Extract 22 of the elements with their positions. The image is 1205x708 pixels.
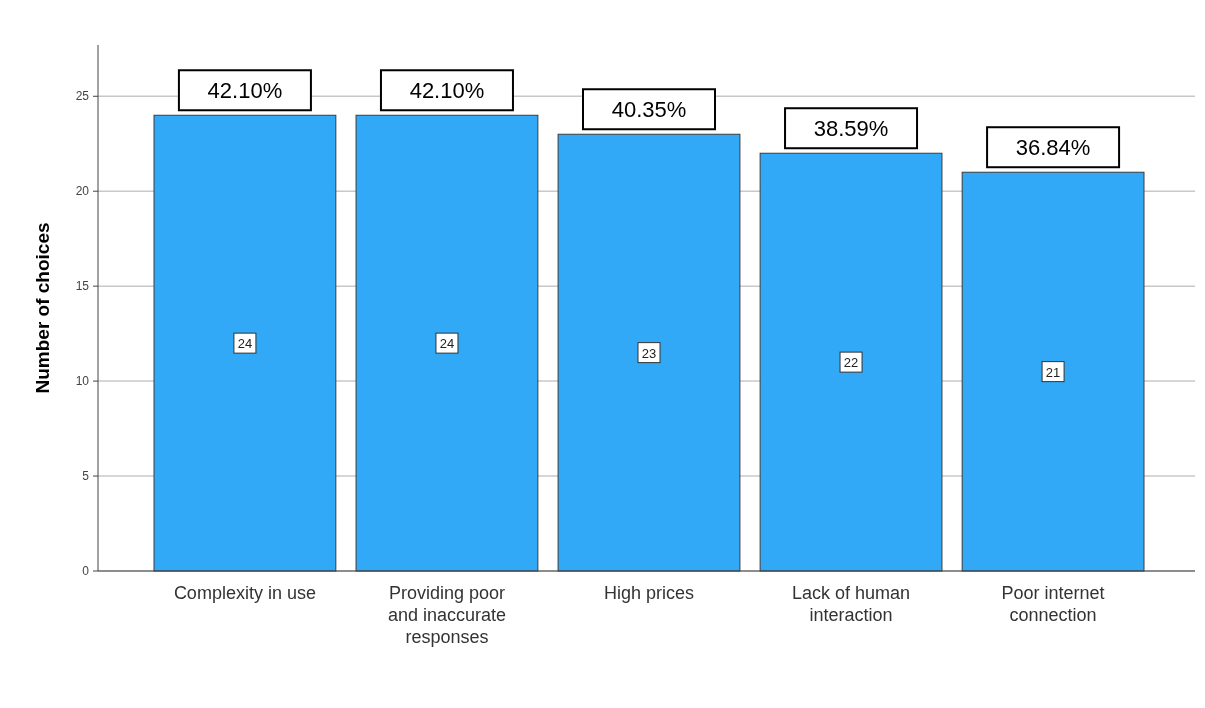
y-tick-label: 15 <box>75 279 90 294</box>
data-label: 24 <box>439 336 455 352</box>
annotation: 42.10% <box>207 78 283 104</box>
y-tick-label: 25 <box>75 89 90 104</box>
annotation: 38.59% <box>813 116 889 142</box>
annotation: 42.10% <box>409 78 485 104</box>
x-tick-label: Providing poor and inaccurate responses <box>387 583 507 647</box>
x-tick-label: Poor internet connection <box>1001 583 1105 625</box>
y-tick-label: 20 <box>75 184 90 199</box>
x-tick-label: High prices <box>603 583 695 603</box>
y-tick-label: 10 <box>75 374 90 389</box>
data-label: 22 <box>843 355 859 371</box>
y-tick-label: 0 <box>82 564 90 578</box>
y-tick-label: 5 <box>82 469 90 484</box>
y-axis-title: Number of choices <box>32 222 53 394</box>
data-label: 21 <box>1045 364 1061 380</box>
data-label: 23 <box>641 345 657 361</box>
x-tick-label: Lack of human interaction <box>792 583 911 625</box>
annotation: 40.35% <box>611 97 687 123</box>
x-tick-label: Complexity in use <box>173 583 316 603</box>
annotation: 36.84% <box>1015 135 1091 161</box>
data-label: 24 <box>237 336 253 352</box>
